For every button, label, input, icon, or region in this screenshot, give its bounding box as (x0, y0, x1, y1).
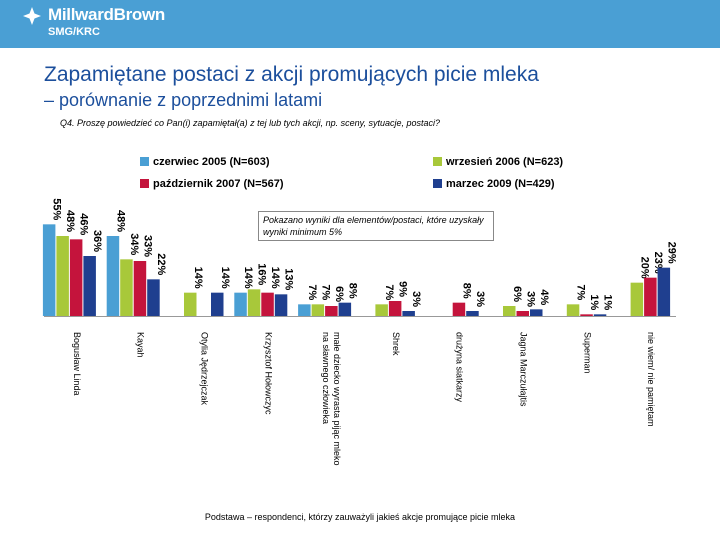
data-label: 34% (128, 233, 140, 255)
data-label: 55% (51, 198, 63, 220)
brand-name: MillwardBrown (48, 5, 165, 24)
bar (402, 311, 415, 316)
legend-item-series-2: październik 2007 (N=567) (140, 178, 284, 190)
legend-swatch (140, 179, 149, 188)
data-label: 1% (588, 294, 600, 310)
data-label: 7% (575, 284, 587, 300)
category-label: Kayah (136, 332, 146, 358)
bar (147, 279, 160, 316)
bar (388, 301, 402, 316)
category-label: drużyna siatkarzy (455, 332, 465, 403)
bar (530, 309, 543, 316)
data-label: 14% (269, 267, 281, 289)
data-label: 14% (219, 267, 231, 289)
bar (234, 292, 247, 316)
bar (298, 304, 311, 316)
bar (657, 267, 671, 316)
legend-label: wrzesień 2006 (N=623) (446, 156, 564, 168)
bar (375, 304, 388, 316)
data-label: 8% (346, 283, 358, 299)
bar (338, 302, 352, 316)
legend-swatch (140, 157, 149, 166)
page-subtitle: – porównanie z poprzednimi latami (44, 90, 323, 110)
data-label: 46% (78, 213, 90, 235)
bar (56, 236, 69, 316)
bar (325, 306, 338, 316)
category-label: na sławnego człowieka (321, 332, 331, 424)
legend-label: marzec 2009 (N=429) (446, 178, 555, 190)
data-label: 6% (511, 286, 523, 302)
bar (247, 289, 261, 316)
brand-sub: SMG/KRC (48, 26, 100, 38)
data-label: 3% (524, 291, 536, 307)
bar (261, 292, 274, 316)
data-label: 6% (333, 286, 345, 302)
data-label: 3% (410, 291, 422, 307)
survey-question: Q4. Proszę powiedzieć co Pan(i) zapamięt… (60, 118, 441, 128)
category-label: Bogusław Linda (72, 332, 82, 396)
bar (274, 294, 288, 316)
data-label: 20% (638, 257, 650, 279)
data-label: 3% (474, 291, 486, 307)
category-label: małe dziecko wyrasta pijąc mleko (332, 332, 342, 466)
bar (644, 277, 657, 316)
category-label: Superman (582, 332, 592, 374)
legend-item-series-1: wrzesień 2006 (N=623) (433, 156, 563, 168)
bar (133, 261, 147, 316)
chart-note: Pokazano wyniki dla elementów/postaci, k… (258, 211, 494, 241)
data-label: 7% (383, 284, 395, 300)
bar (593, 314, 607, 316)
bar (83, 256, 96, 316)
page-title: Zapamiętane postaci z akcji promujących … (44, 63, 539, 86)
data-label: 4% (538, 289, 550, 305)
bar (211, 292, 224, 316)
bar (516, 311, 529, 316)
data-label: 8% (460, 283, 472, 299)
category-label: Jagna Marczułajtis (519, 332, 529, 407)
data-label: 14% (242, 267, 254, 289)
category-label: Shrek (391, 332, 401, 356)
legend-swatch (433, 179, 442, 188)
category-label: Krzysztof Hołowczyc (263, 332, 273, 415)
data-label: 7% (306, 284, 318, 300)
bar (580, 314, 593, 316)
data-label: 33% (141, 235, 153, 257)
legend-item-series-3: marzec 2009 (N=429) (433, 178, 555, 190)
legend-swatch (433, 157, 442, 166)
bar (42, 224, 56, 316)
bar (566, 304, 580, 316)
data-label: 9% (397, 281, 409, 297)
bar (452, 302, 466, 316)
bar (184, 292, 197, 316)
category-label: Otylia Jędrzejczak (200, 332, 210, 406)
data-label: 16% (256, 263, 268, 285)
legend-item-series-0: czerwiec 2005 (N=603) (140, 156, 270, 168)
data-label: 48% (64, 210, 76, 232)
bar (106, 236, 120, 316)
bar (503, 306, 516, 316)
data-label: 36% (91, 230, 103, 252)
bar (311, 304, 325, 316)
data-label: 7% (319, 284, 331, 300)
data-label: 1% (602, 294, 614, 310)
category-label: nie wiem/ nie pamiętam (646, 332, 656, 427)
data-label: 48% (114, 210, 126, 232)
legend-label: październik 2007 (N=567) (153, 178, 284, 190)
legend-label: czerwiec 2005 (N=603) (153, 156, 270, 168)
millward-brown-logo-icon (23, 7, 41, 25)
data-label: 29% (665, 242, 677, 264)
header-bar: MillwardBrown SMG/KRC (0, 0, 720, 48)
footer-note: Podstawa – respondenci, którzy zauważyli… (204, 512, 516, 522)
bar (120, 259, 133, 316)
data-label: 22% (155, 253, 167, 275)
data-label: 13% (283, 268, 295, 290)
bar (69, 239, 83, 316)
data-label: 14% (192, 267, 204, 289)
bar (466, 311, 479, 316)
bar (630, 282, 644, 316)
